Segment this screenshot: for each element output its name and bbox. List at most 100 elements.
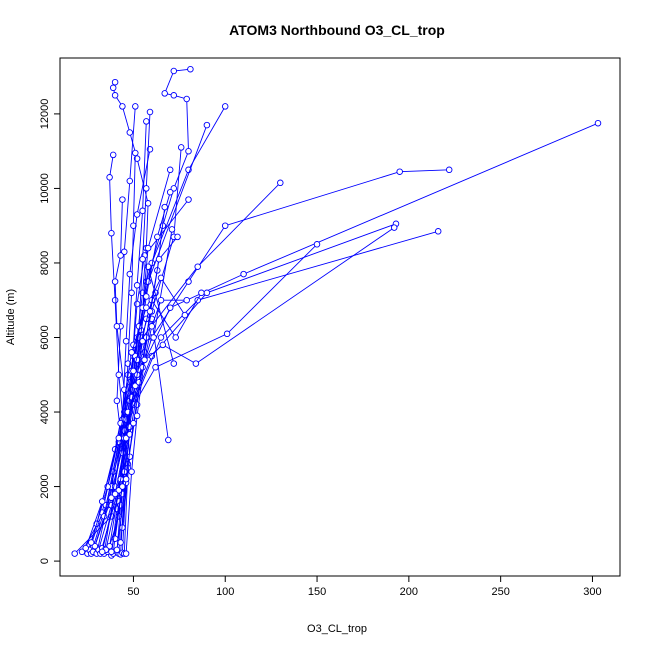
data-point: [98, 498, 106, 505]
series-line: [101, 243, 318, 549]
data-point: [240, 270, 247, 278]
data-point: [170, 360, 178, 367]
data-point: [161, 203, 168, 211]
data-point: [109, 84, 117, 92]
y-tick-label: 10000: [39, 173, 51, 204]
y-tick-label: 6000: [39, 325, 51, 349]
x-tick-label: 200: [400, 586, 418, 598]
data-point: [396, 168, 403, 175]
data-point: [154, 233, 161, 241]
data-point: [198, 289, 205, 297]
data-point: [185, 147, 192, 155]
data-point: [87, 539, 95, 546]
y-axis: 0 2000 4000 6000 8000 10000 12000: [39, 99, 61, 564]
x-tick-label: 50: [127, 586, 139, 598]
y-tick-label: 8000: [39, 251, 51, 275]
data-point: [181, 311, 189, 319]
data-point: [143, 304, 150, 311]
y-tick-label: 0: [39, 558, 51, 564]
data-point: [132, 103, 139, 110]
data-point: [183, 296, 190, 304]
data-point: [130, 419, 137, 427]
data-point: [128, 468, 135, 475]
data-point: [141, 356, 148, 364]
data-point: [82, 544, 89, 552]
x-tick-label: 250: [491, 586, 509, 598]
data-point: [390, 224, 398, 231]
data-point: [111, 490, 119, 498]
data-point: [157, 334, 165, 341]
x-axis-label: O3_CL_trop: [307, 623, 367, 635]
data-point: [445, 166, 453, 174]
data-point: [133, 282, 141, 289]
data-point: [277, 179, 284, 187]
x-tick-label: 150: [308, 586, 326, 598]
data-point: [115, 434, 123, 442]
data-point: [121, 248, 128, 256]
data-point: [594, 119, 602, 127]
data-point: [117, 252, 124, 259]
chart-title: ATOM3 Northbound O3_CL_trop: [229, 22, 445, 38]
series-26: [87, 274, 189, 546]
data-point: [122, 550, 130, 557]
data-point: [194, 263, 201, 270]
data-point: [168, 226, 176, 233]
data-point: [146, 108, 154, 116]
data-point: [71, 550, 78, 557]
x-tick-label: 100: [216, 586, 234, 598]
y-tick-label: 4000: [39, 400, 51, 424]
y-axis-label: Altitude (m): [5, 289, 17, 345]
x-tick-label: 300: [583, 586, 601, 598]
data-point: [144, 200, 152, 207]
series-layer: [71, 65, 602, 559]
series-30: [113, 233, 181, 554]
data-point: [126, 270, 134, 278]
data-point: [91, 542, 99, 550]
data-point: [170, 67, 178, 75]
data-point: [128, 349, 135, 356]
data-point: [133, 300, 141, 308]
data-point: [115, 371, 123, 379]
data-point: [143, 293, 150, 300]
data-point: [221, 222, 229, 229]
data-point: [174, 233, 181, 241]
series-31: [122, 296, 190, 557]
series-28: [98, 226, 176, 556]
data-point: [170, 185, 178, 192]
data-point: [133, 155, 141, 162]
data-point: [122, 337, 130, 345]
data-point: [143, 118, 150, 125]
data-point: [192, 360, 200, 367]
data-point: [203, 121, 211, 129]
data-point: [155, 255, 163, 263]
data-point: [126, 129, 134, 136]
data-point: [113, 397, 121, 405]
data-point: [166, 166, 174, 174]
data-point: [434, 228, 442, 235]
data-point: [170, 92, 178, 99]
data-point: [122, 475, 130, 483]
data-point: [166, 188, 174, 196]
data-point: [113, 546, 121, 554]
data-point: [133, 412, 141, 420]
data-point: [177, 144, 185, 151]
y-tick-label: 2000: [39, 474, 51, 498]
data-point: [119, 103, 126, 110]
data-point: [130, 367, 137, 375]
data-point: [148, 323, 156, 330]
data-point: [139, 207, 146, 215]
data-point: [109, 151, 117, 159]
data-point: [111, 78, 119, 86]
data-point: [165, 436, 172, 444]
data-point: [313, 241, 321, 248]
data-point: [126, 431, 134, 438]
y-tick-label: 12000: [39, 99, 51, 130]
data-point: [146, 308, 154, 315]
data-point: [144, 244, 152, 252]
data-point: [139, 364, 146, 371]
data-point: [221, 103, 229, 110]
data-point: [187, 65, 194, 73]
data-point: [108, 229, 115, 237]
data-point: [166, 304, 174, 311]
